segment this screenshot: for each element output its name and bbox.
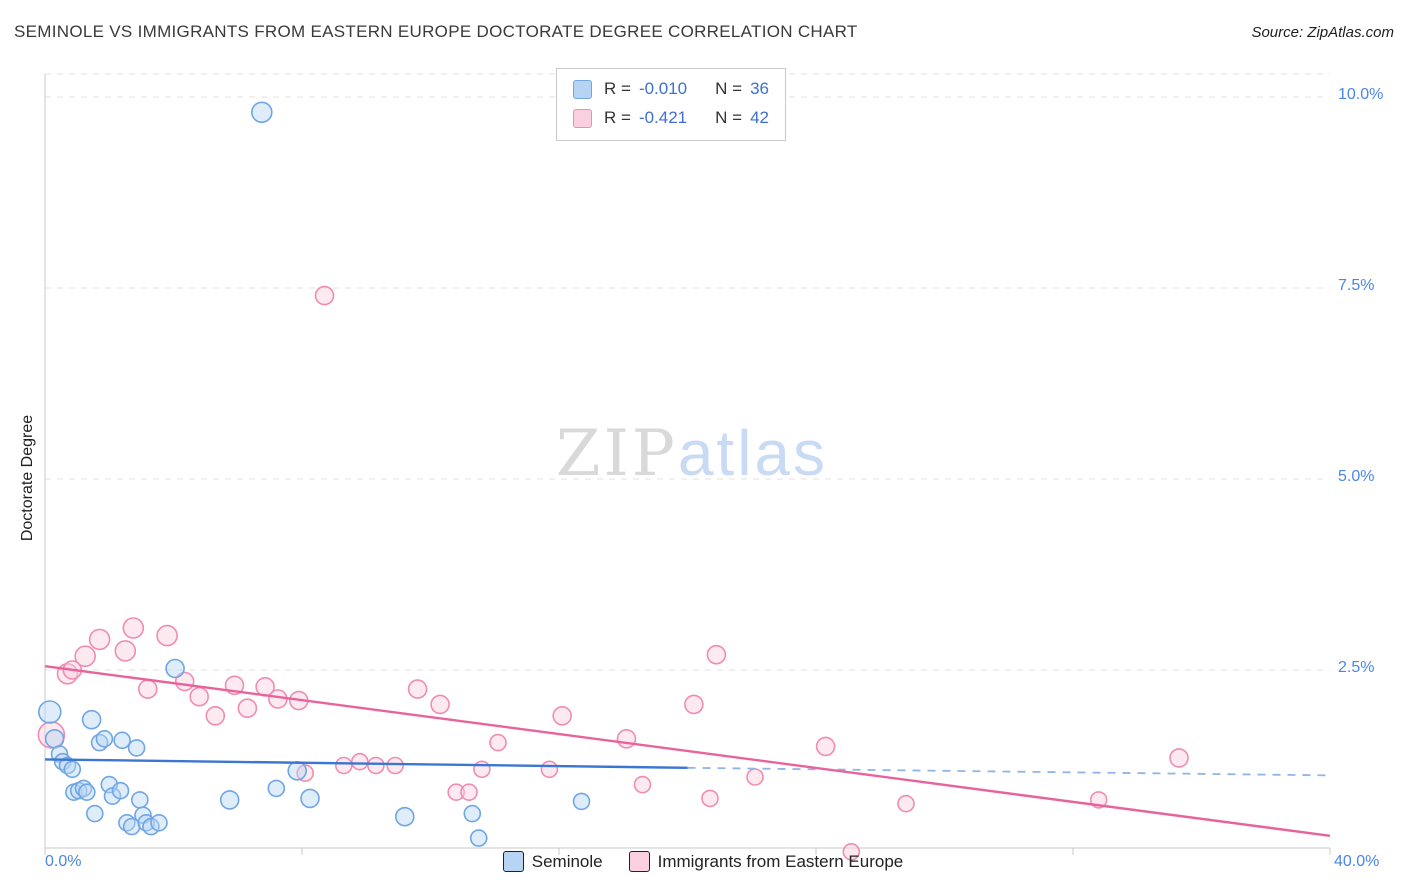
scatter-point-seminole [267,779,286,798]
scatter-point-immigrants-from-eastern-europe [205,705,226,726]
scatter-point-seminole [81,709,102,730]
r-value-seminole: -0.010 [638,79,688,98]
scatter-point-seminole [250,101,273,124]
bottom-legend-item-seminole: Seminole [502,851,603,872]
y-axis-tick-label: 5.0% [1338,468,1375,485]
scatter-point-seminole [150,813,168,832]
scatter-point-immigrants-from-eastern-europe [156,624,178,647]
scatter-point-immigrants-from-eastern-europe [114,640,137,662]
y-axis-tick-label: 7.5% [1338,277,1375,294]
scatter-point-immigrants-from-eastern-europe [1169,748,1189,768]
y-axis-title: Doctorate Degree [19,414,36,542]
scatter-point-immigrants-from-eastern-europe [367,756,385,775]
scatter-point-immigrants-from-eastern-europe [350,752,369,771]
scatter-point-seminole [165,658,185,679]
scatter-point-immigrants-from-eastern-europe [552,705,573,726]
scatter-point-immigrants-from-eastern-europe [447,783,466,802]
scatter-point-immigrants-from-eastern-europe [386,756,405,775]
r-value-immigrants: -0.421 [638,108,688,127]
watermark-zip: ZIP [556,417,678,491]
scatter-point-seminole [219,790,240,810]
watermark: ZIPatlas [556,418,828,489]
scatter-point-immigrants-from-eastern-europe [430,694,450,715]
scatter-point-immigrants-from-eastern-europe [746,768,764,786]
scatter-point-immigrants-from-eastern-europe [473,760,491,779]
r-label-immigrants: R = [604,108,631,127]
page-title: SEMINOLE VS IMMIGRANTS FROM EASTERN EURO… [14,22,858,41]
scatter-point-seminole [111,781,130,800]
scatter-point-immigrants-from-eastern-europe [633,775,652,794]
scatter-point-immigrants-from-eastern-europe [237,698,258,719]
bottom-legend-item-immigrants: Immigrants from Eastern Europe [628,851,904,872]
scatter-point-immigrants-from-eastern-europe [684,694,704,715]
scatter-point-seminole [44,728,65,749]
r-label-seminole: R = [604,79,631,98]
scatter-point-immigrants-from-eastern-europe [138,679,158,699]
x-axis-min-label: 0.0% [45,853,82,870]
scatter-point-immigrants-from-eastern-europe [540,760,559,779]
scatter-point-immigrants-from-eastern-europe [489,733,507,752]
seminole-legend-swatch [502,851,524,872]
scatter-point-seminole [394,806,415,827]
seminole-swatch [573,79,592,99]
scatter-point-seminole [127,739,146,757]
scatter-point-immigrants-from-eastern-europe [314,285,335,306]
n-label-immigrants: N = [715,108,743,127]
trend-line-seminole [44,758,688,769]
n-label-seminole: N = [715,79,743,98]
scatter-point-immigrants-from-eastern-europe [706,644,727,665]
trend-line-seminole-extrapolated- [687,766,1331,777]
scatter-point-immigrants-from-eastern-europe [815,736,836,757]
n-value-seminole: 36 [750,79,769,98]
y-axis-tick-label: 10.0% [1338,86,1384,103]
legend-stats-row-immigrants: R = -0.421 N = 42 [573,108,769,128]
n-value-immigrants: 42 [750,108,769,127]
legend-stats-box: R = -0.010 N = 36 R = -0.421 N = 42 [556,68,786,141]
immigrants-legend-swatch [628,851,650,872]
seminole-legend-label: Seminole [531,851,603,871]
scatter-point-seminole [572,792,591,811]
immigrants-legend-label: Immigrants from Eastern Europe [657,851,904,871]
scatter-point-seminole [463,804,482,823]
scatter-point-immigrants-from-eastern-europe [189,686,209,707]
scatter-point-seminole [287,760,308,781]
trend-line-immigrants-from-eastern-europe [44,665,1331,837]
scatter-point-seminole [131,791,149,809]
scatter-point-immigrants-from-eastern-europe [74,645,96,668]
watermark-atlas: atlas [677,417,828,489]
x-axis-max-label: 40.0% [1334,853,1380,870]
scatter-point-immigrants-from-eastern-europe [88,628,111,651]
scatter-point-seminole [37,700,62,724]
scatter-point-immigrants-from-eastern-europe [334,756,353,775]
legend-stats-row-seminole: R = -0.010 N = 36 [573,79,769,99]
scatter-point-seminole [113,731,131,750]
y-axis-tick-label: 2.5% [1338,659,1375,676]
scatter-point-immigrants-from-eastern-europe [268,689,288,709]
scatter-point-immigrants-from-eastern-europe [701,789,719,808]
immigrants-swatch [573,108,592,128]
scatter-point-immigrants-from-eastern-europe [460,783,478,802]
source-label: Source: ZipAtlas.com [1251,24,1394,41]
scatter-point-seminole [86,804,104,823]
scatter-point-immigrants-from-eastern-europe [407,679,428,699]
scatter-point-seminole [78,783,96,802]
scatter-point-seminole [300,788,320,809]
scatter-point-seminole [469,829,488,847]
scatter-point-immigrants-from-eastern-europe [897,794,915,813]
bottom-legend: Seminole Immigrants from Eastern Europe [0,851,1406,872]
scatter-point-immigrants-from-eastern-europe [842,842,861,861]
scatter-point-seminole [95,729,114,748]
scatter-point-immigrants-from-eastern-europe [616,728,637,749]
scatter-point-immigrants-from-eastern-europe [122,617,145,639]
scatter-point-seminole [63,760,82,779]
